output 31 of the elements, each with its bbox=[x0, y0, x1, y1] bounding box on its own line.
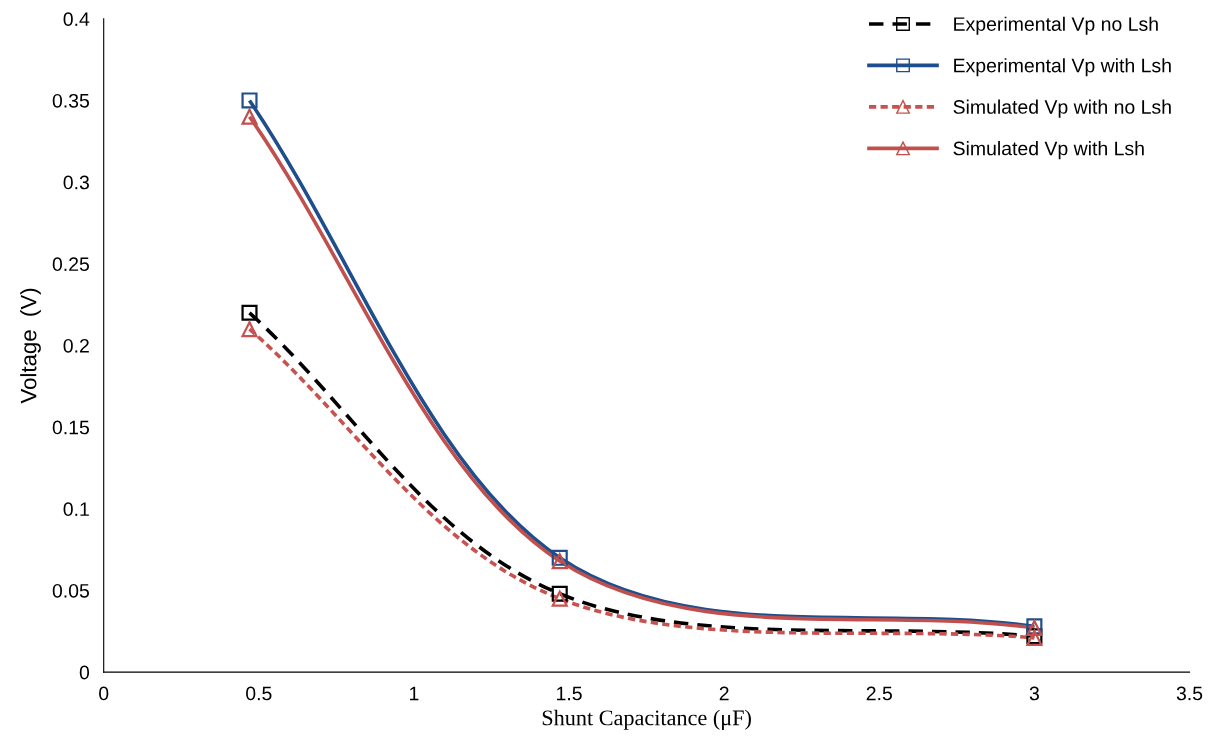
legend-label: Simulated Vp with Lsh bbox=[953, 141, 1144, 160]
y-axis-title: Voltage (V) bbox=[20, 288, 41, 404]
x-axis-title: Shunt Capacitance (μF) bbox=[542, 709, 751, 730]
y-tick-label: 0.25 bbox=[52, 257, 89, 272]
y-tick-label: 0.3 bbox=[63, 175, 89, 190]
point bbox=[551, 590, 568, 607]
legend-label: Experimental Vp with Lsh bbox=[954, 58, 1171, 77]
x-tick-label: 3 bbox=[1029, 686, 1039, 701]
y-tick-label: 0 bbox=[79, 665, 90, 680]
point bbox=[241, 92, 258, 109]
point bbox=[551, 585, 568, 602]
x-tick-label: 2 bbox=[719, 686, 729, 701]
y-tick-label: 0.2 bbox=[63, 338, 89, 353]
x-tick-label: 0 bbox=[99, 686, 109, 701]
point bbox=[241, 108, 258, 125]
x-tick-label: 1.5 bbox=[557, 686, 582, 701]
y-tick-label: 0.1 bbox=[63, 502, 89, 517]
point bbox=[241, 304, 258, 321]
y-tick-label: 0.4 bbox=[63, 12, 90, 27]
x-tick-label: 3.5 bbox=[1176, 686, 1203, 701]
x-tick-label: 0.5 bbox=[246, 686, 272, 701]
legend-label: Simulated Vp with no Lsh bbox=[953, 99, 1171, 118]
y-tick-label: 0.15 bbox=[52, 420, 89, 435]
point bbox=[551, 553, 568, 570]
point bbox=[551, 549, 568, 566]
x-tick-label: 2.5 bbox=[866, 686, 892, 701]
y-tick-label: 0.05 bbox=[52, 583, 89, 598]
point bbox=[241, 321, 258, 338]
x-tick-label: 1 bbox=[410, 686, 419, 701]
y-tick-label: 0.35 bbox=[52, 93, 89, 108]
legend-label: Experimental Vp no Lsh bbox=[954, 16, 1158, 35]
